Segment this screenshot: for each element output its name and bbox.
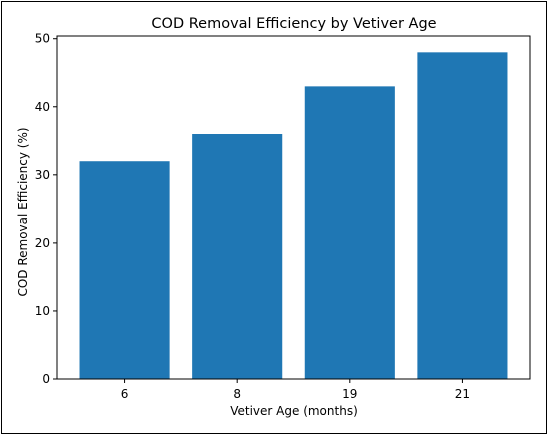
x-axis-title: Vetiver Age (months): [230, 404, 358, 418]
y-tick-label: 10: [35, 304, 50, 318]
bar-6: [79, 161, 170, 379]
bar-21: [417, 52, 508, 379]
x-tick-label-6: 6: [121, 387, 129, 401]
plot-area-border: [56, 35, 531, 380]
x-ticks-layer: 6 8 19 21: [121, 379, 470, 401]
x-tick-label-8: 8: [233, 387, 241, 401]
y-ticks-layer: 0 10 20 30 40 50: [35, 32, 57, 386]
y-tick-label: 0: [42, 372, 50, 386]
y-tick-label: 30: [35, 168, 50, 182]
chart-title: COD Removal Efficiency by Vetiver Age: [151, 16, 436, 32]
y-tick-label: 40: [35, 100, 50, 114]
y-axis-title-group: COD Removal Efficiency (%): [16, 127, 30, 296]
y-axis-title: COD Removal Efficiency (%): [16, 127, 30, 296]
bar-19: [304, 86, 395, 379]
y-tick-label: 50: [35, 32, 50, 46]
y-tick-label: 20: [35, 236, 50, 250]
bars-layer: [79, 52, 508, 379]
x-tick-label-19: 19: [342, 387, 357, 401]
bar-8: [192, 134, 283, 379]
x-tick-label-21: 21: [455, 387, 470, 401]
